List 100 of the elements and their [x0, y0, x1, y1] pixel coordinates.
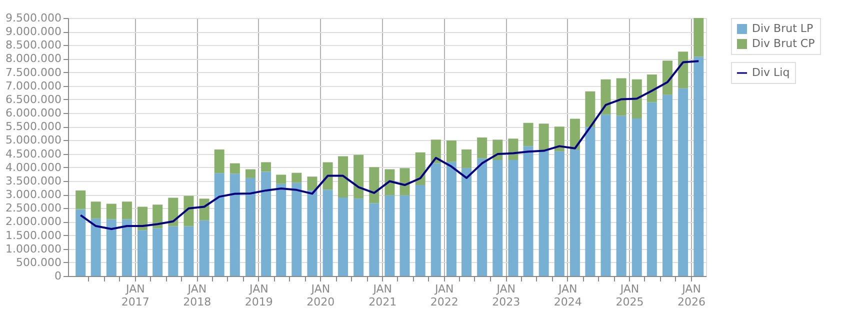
bar [632, 79, 642, 118]
bar [415, 152, 426, 186]
bar [199, 198, 210, 220]
bar [261, 172, 272, 276]
bar [585, 91, 596, 128]
bar [400, 195, 410, 276]
bar [245, 178, 256, 276]
bar [538, 150, 549, 276]
bar [632, 118, 642, 276]
bar [76, 190, 86, 210]
bar [354, 154, 364, 199]
bar [168, 198, 178, 226]
bar [106, 219, 116, 276]
bar [384, 169, 395, 196]
y-tick-label: 7.000.000 [6, 79, 62, 92]
bar [600, 79, 611, 115]
bar [122, 219, 132, 276]
bar [307, 176, 318, 190]
bar [430, 163, 441, 276]
y-tick-label: 3.500.000 [6, 174, 62, 188]
bar [538, 124, 549, 150]
bar [554, 151, 564, 276]
y-tick-label: 6.000.000 [6, 106, 62, 120]
y-tick-label: 1.000.000 [6, 242, 62, 256]
bar [585, 127, 596, 276]
bar [184, 226, 194, 276]
y-tick-label: 500.000 [16, 256, 62, 269]
x-tick-label: JAN 2023 [492, 282, 520, 308]
bar [384, 195, 395, 276]
bar [646, 102, 657, 276]
legend-label: Div Brut CP [752, 37, 816, 50]
y-tick-label: 4.000.000 [6, 160, 62, 174]
x-tick-label: JAN 2024 [554, 282, 582, 308]
y-tick-label: 1.500.000 [6, 228, 62, 242]
y-tick-label: 5.500.000 [6, 120, 62, 134]
bar [214, 173, 224, 276]
bar [168, 226, 178, 276]
bar [230, 163, 240, 174]
bar [369, 203, 380, 276]
x-tick-label: JAN 2025 [616, 282, 644, 308]
y-tick-label: 4.500.000 [6, 147, 62, 160]
y-tick-label: 0 [54, 270, 62, 282]
bar [307, 190, 318, 276]
bar [90, 202, 101, 218]
bar [138, 230, 148, 276]
bar [292, 172, 302, 183]
bar [477, 137, 488, 158]
y-tick-label: 6.500.000 [6, 92, 62, 106]
bar [446, 140, 456, 162]
bar [694, 56, 704, 276]
x-tick-label: JAN 2026 [678, 282, 706, 308]
bar [554, 126, 564, 152]
y-tick-label: 2.500.000 [6, 202, 62, 215]
bar [322, 190, 333, 276]
y-tick-label: 9.000.000 [6, 25, 62, 38]
bar [152, 204, 163, 228]
bar [292, 182, 302, 276]
bar [152, 228, 163, 276]
bar [106, 204, 116, 220]
bar [477, 158, 488, 276]
x-tick-label: JAN 2020 [306, 282, 335, 308]
bar [354, 198, 364, 276]
bar [616, 116, 626, 276]
bar [276, 184, 286, 276]
bar [600, 114, 611, 276]
legend-label: Div Brut LP [752, 22, 814, 35]
bar [662, 60, 672, 95]
x-tick-label: JAN 2022 [430, 282, 458, 308]
x-tick-label: JAN 2017 [121, 282, 150, 308]
bar [276, 174, 286, 184]
bar [694, 18, 704, 57]
bar [214, 149, 224, 174]
bar [322, 162, 333, 190]
y-tick-label: 8.500.000 [6, 38, 62, 52]
bar [199, 220, 210, 276]
bar [400, 168, 410, 196]
bar [230, 174, 240, 276]
bar [76, 209, 86, 276]
legend-label: Div Liq [752, 66, 790, 79]
bar [446, 162, 456, 276]
bar [122, 202, 132, 220]
bar [570, 149, 580, 276]
bar [462, 149, 472, 168]
bar [184, 196, 194, 226]
bar [523, 122, 534, 146]
bar [338, 156, 348, 198]
bar [662, 94, 672, 276]
bar [462, 168, 472, 276]
bar [245, 169, 256, 178]
bar [678, 52, 688, 88]
x-tick-label: JAN 2018 [183, 282, 212, 308]
bar [90, 218, 101, 276]
x-tick-label: JAN 2021 [368, 282, 397, 308]
bar [523, 146, 534, 276]
y-tick-label: 3.000.000 [6, 188, 62, 202]
bar [646, 74, 657, 102]
bar [338, 198, 348, 276]
bar [616, 78, 626, 116]
y-tick-label: 9.500.000 [6, 12, 62, 24]
bar [492, 160, 503, 276]
